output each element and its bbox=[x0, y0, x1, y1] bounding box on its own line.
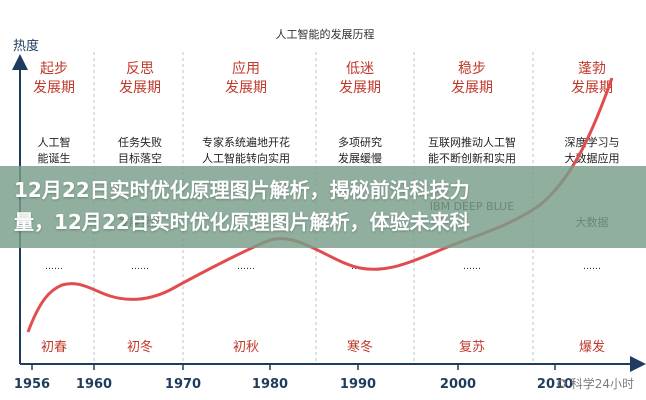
year-label: 1970 bbox=[165, 377, 201, 392]
year-ticks: 1956 1960 1970 1980 1990 2000 2010 bbox=[14, 364, 573, 392]
year-label: 1990 bbox=[340, 377, 376, 392]
phase-subtitle: 发展期 bbox=[571, 80, 613, 96]
watermark: ✪ 科学24小时 bbox=[557, 375, 634, 392]
diagram-title: 人工智能的发展历程 bbox=[276, 27, 375, 41]
year-label: 1960 bbox=[76, 377, 112, 392]
phase-title: 蓬勃 bbox=[578, 61, 606, 77]
phase-event: 目标落空 bbox=[118, 151, 162, 165]
year-label: 1956 bbox=[14, 377, 50, 392]
wechat-icon: ✪ bbox=[556, 377, 567, 391]
season-label: 初春 bbox=[41, 340, 67, 355]
phase-title: 应用 bbox=[232, 60, 260, 77]
phase-subtitle: 发展期 bbox=[451, 80, 493, 96]
phase-subtitle: 发展期 bbox=[339, 80, 381, 96]
season-label: 初冬 bbox=[127, 339, 153, 355]
phase-event: 深度学习与 bbox=[565, 135, 620, 149]
phase-event: 任务失败 bbox=[118, 135, 162, 149]
phase-subtitle: 发展期 bbox=[119, 80, 161, 96]
phase-event: …… bbox=[463, 262, 481, 272]
phase-subtitle: 发展期 bbox=[225, 80, 267, 96]
phase-event: 人工智 bbox=[38, 135, 71, 149]
season-label: 复苏 bbox=[459, 339, 485, 355]
phase-event: 人工智能转向实用 bbox=[202, 151, 290, 165]
phase-subtitle: 发展期 bbox=[33, 80, 75, 96]
season-labels: 初春 初冬 初秋 寒冬 复苏 爆发 bbox=[41, 339, 605, 355]
phase-event: 专家系统遍地开花 bbox=[202, 135, 290, 149]
phase-event: 互联网推动人工智 bbox=[428, 135, 516, 149]
phase-dividers bbox=[93, 52, 534, 362]
season-label: 初秋 bbox=[233, 340, 259, 355]
phase-event: …… bbox=[45, 262, 63, 272]
phase-event: …… bbox=[237, 262, 255, 272]
season-label: 爆发 bbox=[579, 339, 605, 355]
watermark-text: 科学24小时 bbox=[570, 377, 634, 391]
phase-event: 发展缓慢 bbox=[338, 151, 382, 165]
phase-title: 低迷 bbox=[346, 61, 374, 77]
phase-title: 反思 bbox=[126, 61, 154, 77]
phase-title: 稳步 bbox=[458, 61, 486, 77]
year-label: 2010 bbox=[537, 377, 573, 392]
headline-line-1: 12月22日实时优化原理图片解析，揭秘前沿科技力 bbox=[14, 178, 470, 202]
year-label: 2000 bbox=[440, 377, 476, 392]
headline-banner: 12月22日实时优化原理图片解析，揭秘前沿科技力 量，12月22日实时优化原理图… bbox=[0, 166, 646, 248]
year-label: 1980 bbox=[252, 377, 288, 392]
headline-line-2: 量，12月22日实时优化原理图片解析，体验未来科 bbox=[14, 210, 470, 234]
phase-title: 起步 bbox=[40, 61, 68, 77]
phase-event: …… bbox=[583, 262, 601, 272]
y-axis-label: 热度 bbox=[13, 38, 39, 54]
phase-event: …… bbox=[131, 262, 149, 272]
phase-event: 能诞生 bbox=[38, 151, 71, 165]
phase-event: 多项研究 bbox=[338, 135, 382, 149]
phase-event: 大数据应用 bbox=[565, 151, 620, 165]
season-label: 寒冬 bbox=[347, 339, 373, 355]
phase-event: 能不断创新和实用 bbox=[428, 151, 516, 165]
